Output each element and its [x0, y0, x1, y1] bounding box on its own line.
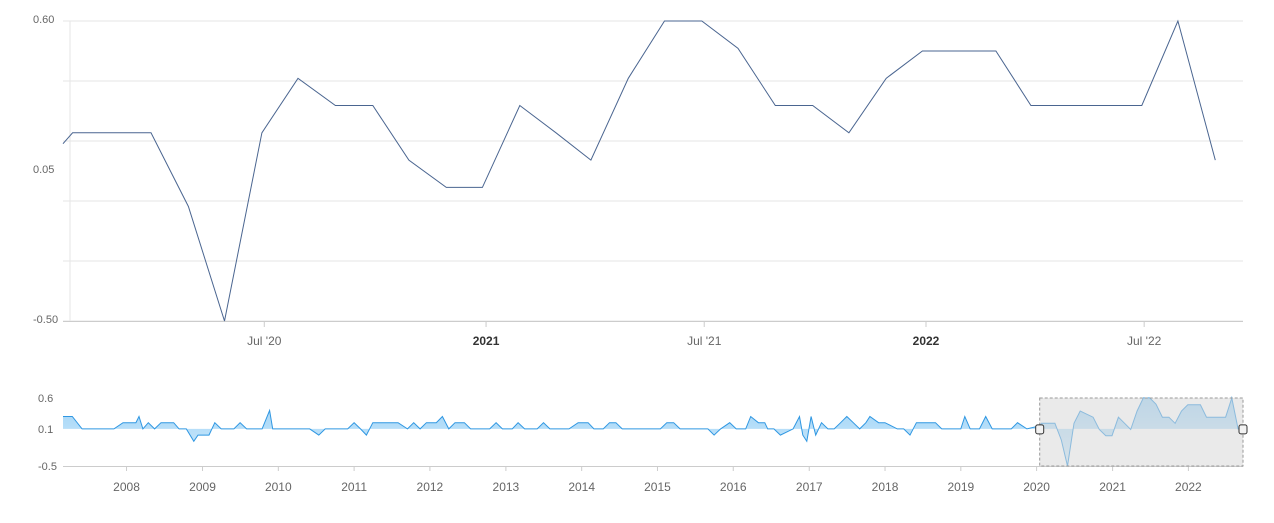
- navigator-handle-right[interactable]: [1238, 424, 1248, 435]
- navigator-x-label: 2019: [947, 480, 974, 494]
- navigator-x-label: 2010: [265, 480, 292, 494]
- navigator-y-label: 0.6: [38, 393, 53, 405]
- main-x-axis: Jul '20 2021 Jul '21 2022 Jul '22: [247, 321, 1162, 348]
- navigator-handle-left[interactable]: [1035, 424, 1045, 435]
- navigator-x-label: 2022: [1175, 480, 1202, 494]
- navigator-x-label: 2011: [341, 480, 367, 494]
- y-tick-label: 0.60: [33, 14, 54, 26]
- main-grid: [63, 20, 1243, 322]
- y-tick-label: -0.50: [33, 314, 58, 326]
- y-tick-label: 0.05: [33, 164, 54, 176]
- navigator-x-label: 2020: [1023, 480, 1050, 494]
- navigator-x-label: 2009: [189, 480, 216, 494]
- navigator-x-label: 2016: [720, 480, 747, 494]
- x-tick-label: Jul '21: [687, 334, 722, 348]
- navigator-y-label: -0.5: [38, 461, 57, 473]
- navigator-x-label: 2008: [113, 480, 140, 494]
- x-tick-label: 2021: [473, 334, 500, 348]
- navigator-x-label: 2015: [644, 480, 671, 494]
- navigator-x-label: 2017: [796, 480, 823, 494]
- navigator-y-label: 0.1: [38, 424, 53, 436]
- navigator-x-label: 2012: [417, 480, 444, 494]
- navigator-selection[interactable]: [1039, 397, 1244, 467]
- main-y-axis: 0.60 0.05 -0.50: [33, 14, 58, 326]
- x-tick-label: 2022: [913, 334, 940, 348]
- navigator[interactable]: 0.6 0.1 -0.5 2008 2009 2010 2011 2012 2013 2014 20…: [38, 393, 1248, 494]
- navigator-x-label: 2013: [493, 480, 520, 494]
- x-tick-label: Jul '22: [1127, 334, 1162, 348]
- navigator-x-label: 2018: [872, 480, 899, 494]
- navigator-x-label: 2021: [1099, 480, 1126, 494]
- navigator-x-label: 2014: [568, 480, 595, 494]
- main-plot-area: [62, 19, 1216, 322]
- series-line: [62, 19, 1216, 322]
- x-tick-label: Jul '20: [247, 334, 282, 348]
